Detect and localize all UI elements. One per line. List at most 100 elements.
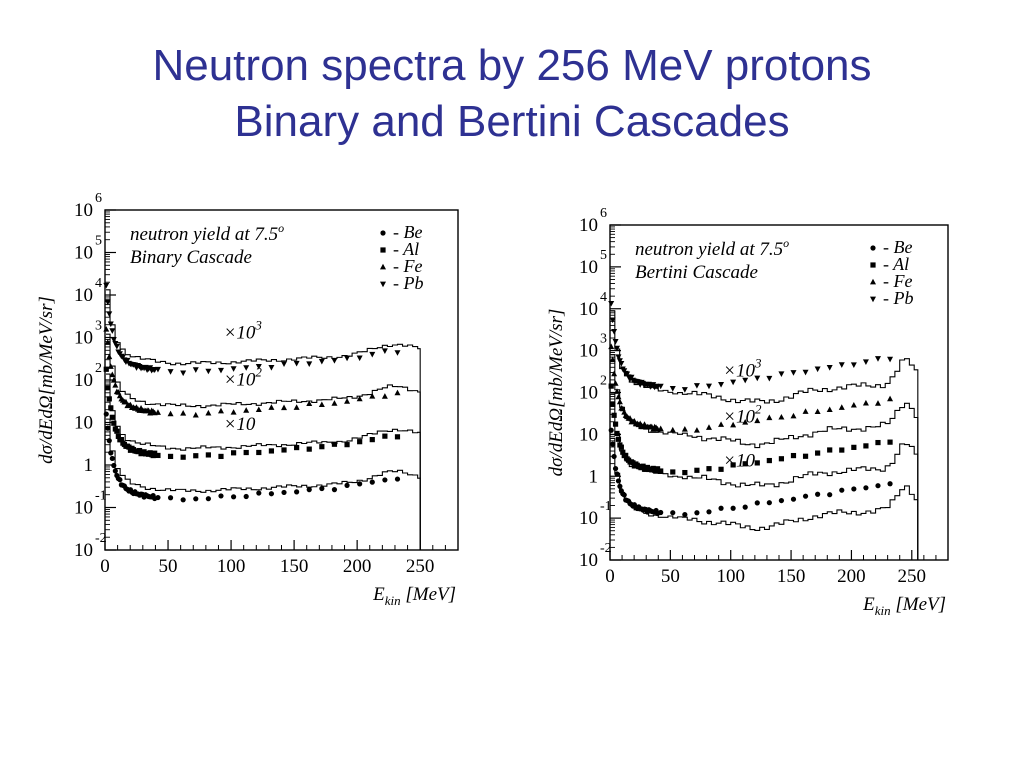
data-point-fe: [217, 407, 224, 414]
y-tick-exponent: 6: [600, 206, 607, 221]
x-axis-label: Ekin [MeV]: [372, 584, 456, 608]
data-point-pb: [693, 383, 700, 389]
legend-label: - Fe: [393, 256, 422, 276]
data-point-al: [718, 466, 724, 472]
data-point-be: [730, 505, 736, 511]
data-point-al: [294, 444, 300, 451]
data-point-al: [319, 444, 325, 450]
y-tick-label: 10: [74, 370, 93, 391]
data-point-pb: [331, 358, 338, 364]
data-point-al: [778, 456, 785, 462]
legend-marker: [380, 281, 386, 288]
data-point-al: [640, 463, 646, 469]
data-point-fe: [281, 404, 288, 411]
data-point-fe: [742, 419, 749, 425]
data-point-pb: [766, 375, 773, 382]
x-tick-label: 200: [837, 566, 866, 587]
data-point-be: [682, 511, 688, 518]
data-point-be: [294, 489, 300, 495]
data-point-pb: [742, 377, 749, 384]
y-tick-exponent: 5: [95, 234, 102, 249]
data-point-pb: [838, 362, 845, 368]
data-point-pb: [814, 366, 821, 373]
data-point-pb: [874, 356, 881, 362]
data-point-al: [620, 449, 626, 455]
data-point-be: [827, 492, 833, 498]
data-point-fe: [874, 400, 881, 406]
data-point-be: [863, 485, 869, 491]
y-tick-exponent: 2: [600, 374, 607, 389]
data-point-be: [281, 489, 287, 496]
y-tick-exponent: -1: [95, 489, 107, 504]
data-point-pb: [618, 361, 625, 367]
data-point-al: [152, 450, 158, 456]
x-tick-label: 50: [159, 556, 178, 577]
data-point-al: [180, 454, 186, 460]
data-point-fe: [616, 398, 623, 405]
data-point-fe: [243, 407, 250, 413]
scale-factor-label: ×10: [723, 451, 755, 472]
y-tick-exponent: 2: [95, 361, 102, 376]
data-point-be: [109, 455, 115, 462]
data-point-fe: [306, 400, 313, 407]
data-point-fe: [293, 404, 300, 410]
data-point-be: [670, 510, 676, 516]
y-tick-label: 1: [84, 455, 94, 476]
data-point-al: [256, 449, 262, 456]
y-tick-label: 10: [74, 540, 93, 561]
data-point-be: [218, 493, 224, 499]
data-point-al: [344, 442, 350, 448]
data-point-al: [230, 450, 237, 456]
data-point-be: [875, 483, 881, 489]
data-point-be: [790, 496, 797, 502]
data-point-fe: [614, 388, 621, 394]
x-axis-label: Ekin [MeV]: [862, 594, 946, 618]
data-point-pb: [109, 328, 116, 334]
data-point-pb: [107, 321, 114, 328]
data-point-fe: [612, 380, 619, 386]
data-point-fe: [850, 401, 857, 408]
data-point-fe: [106, 353, 113, 360]
data-point-fe: [180, 410, 187, 416]
data-point-be: [839, 487, 845, 493]
model-histogram-al: [106, 373, 421, 550]
data-point-pb: [230, 366, 237, 372]
x-tick-label: 100: [217, 556, 246, 577]
data-point-al: [205, 452, 211, 458]
data-point-be: [331, 487, 338, 493]
data-point-pb: [624, 371, 631, 378]
bertini-cascade-chart: 0 50 100 150 200 25010610510410310210110-110-…: [546, 206, 949, 618]
data-point-fe: [110, 376, 117, 383]
data-point-fe: [154, 409, 161, 415]
data-point-al: [369, 437, 375, 443]
y-tick-exponent: 5: [600, 248, 607, 263]
data-point-fe: [394, 389, 401, 396]
title-line-2: Binary and Bertini Cascades: [234, 97, 790, 146]
data-point-fe: [814, 408, 821, 415]
data-point-al: [754, 460, 760, 466]
y-tick-label: 10: [579, 215, 598, 236]
data-point-al: [243, 449, 249, 456]
data-point-al: [839, 447, 845, 453]
data-point-be: [394, 476, 401, 482]
data-point-al: [827, 447, 833, 453]
data-point-pb: [669, 385, 676, 392]
y-axis-label: dσ/dEdΩ[mb/MeV/sr]: [546, 309, 567, 477]
x-tick-label: 250: [406, 556, 435, 577]
data-point-pb: [318, 358, 325, 365]
data-point-al: [863, 443, 869, 449]
data-point-pb: [268, 365, 275, 371]
data-point-al: [694, 467, 700, 473]
data-point-be: [742, 504, 748, 510]
data-point-pb: [615, 354, 622, 361]
data-point-be: [205, 496, 211, 502]
data-point-al: [614, 430, 620, 437]
data-point-pb: [850, 362, 857, 369]
model-histogram-be: [610, 437, 919, 560]
data-point-fe: [657, 425, 664, 432]
y-tick-exponent: 4: [95, 276, 102, 291]
data-point-be: [611, 453, 617, 460]
data-point-al: [108, 405, 114, 411]
data-point-be: [778, 497, 785, 504]
legend-marker: [870, 262, 876, 268]
